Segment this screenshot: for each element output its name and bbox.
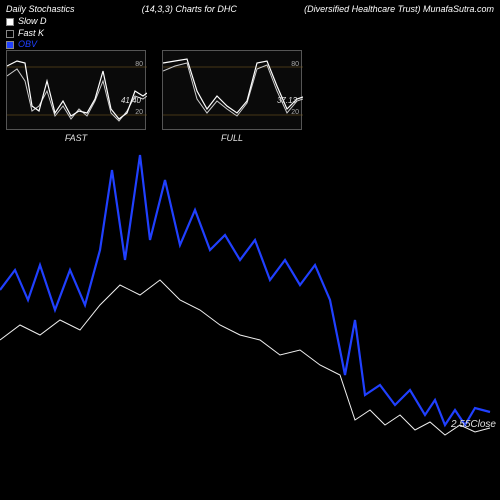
mini-fast-line1 [7,61,147,119]
legend-slow-d: Slow D [6,16,47,28]
legend-fast-k: Fast K [6,28,47,40]
main-svg [0,150,500,500]
mini-fast-tick-top: 80 [135,61,143,68]
mini-full-svg [163,51,303,131]
legend-label-fast-k: Fast K [18,28,44,40]
mini-fast-title: FAST [7,133,145,143]
obv-line [0,155,490,425]
swatch-slow-d [6,18,14,26]
close-line [0,280,490,435]
close-value-label: 2.55Close [451,419,496,430]
mini-chart-full: 80 20 37.13 FULL [162,50,302,130]
title-center: (14,3,3) Charts for DHC [142,4,237,14]
mini-panels: 80 20 41.40 FAST 80 20 37.13 FULL [6,50,302,130]
mini-full-line2 [163,63,303,116]
legend-label-slow-d: Slow D [18,16,47,28]
mini-full-title: FULL [163,133,301,143]
title-right: (Diversified Healthcare Trust) MunafaSut… [304,4,494,14]
swatch-obv [6,41,14,49]
swatch-fast-k [6,30,14,38]
chart-header: Daily Stochastics (14,3,3) Charts for DH… [6,4,494,14]
mini-fast-tick-bot: 20 [135,109,143,116]
mini-fast-value: 41.40 [121,96,141,105]
mini-full-tick-bot: 20 [291,109,299,116]
mini-full-value: 37.13 [277,96,297,105]
title-left: Daily Stochastics [6,4,75,14]
main-chart: 2.55Close [0,150,500,500]
mini-chart-fast: 80 20 41.40 FAST [6,50,146,130]
mini-full-tick-top: 80 [291,61,299,68]
chart-legend: Slow D Fast K OBV [6,16,47,51]
mini-fast-svg [7,51,147,131]
